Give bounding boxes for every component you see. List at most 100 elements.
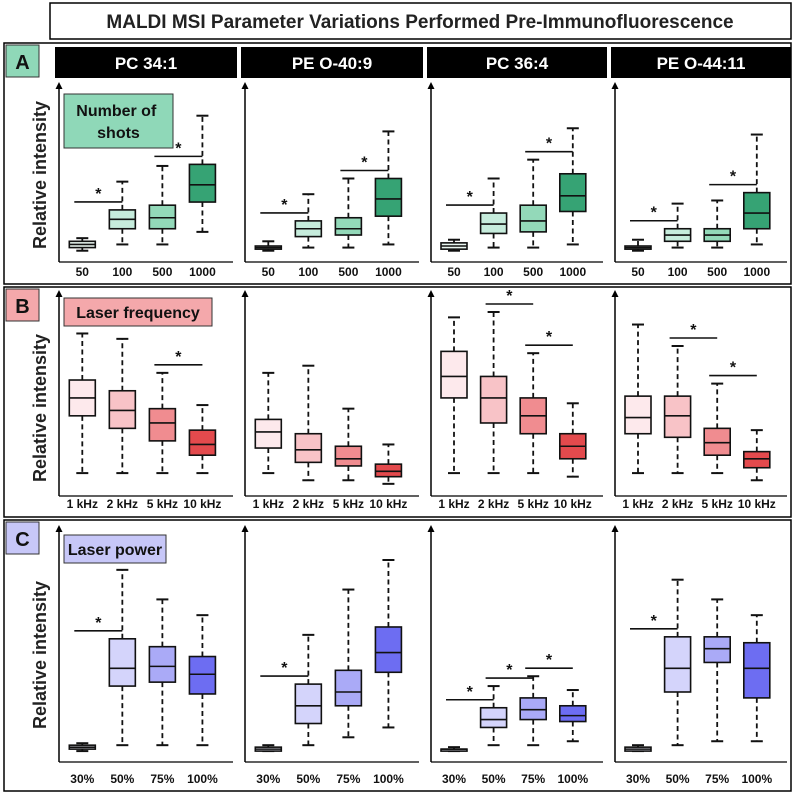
panel-a-lipid-4-box-2-tick-label: 100 — [668, 265, 688, 279]
panel-c-lipid-3-y-axis-arrow — [427, 525, 435, 532]
y-axis-label-a: Relative intensity — [30, 101, 50, 249]
panel-b-lipid-3-box-1-body — [440, 350, 468, 399]
panel-b-lipid-4-box-2-body — [663, 395, 692, 439]
panel-c-lipid-3-box-4-tick-label: 100% — [557, 772, 588, 786]
panel-b-lipid-2-box-3-tick-label: 5 kHz — [333, 497, 364, 511]
y-axis-label-c: Relative intensity — [30, 581, 50, 729]
panel-b-lipid-1-box-4-body — [188, 429, 217, 457]
panel-a-lipid-1-sig-1-star: * — [95, 186, 102, 203]
panel-a-lipid-3-box-4-tick-label: 1000 — [559, 265, 586, 279]
panel-a-lipid-2-y-axis-arrow — [241, 82, 249, 89]
panel-b-lipid-4-box-4-tick-label: 10 kHz — [738, 497, 776, 511]
panel-c-lipid-3-sig-1-star: * — [467, 684, 474, 701]
panel-b-lipid-2-box-1-body — [254, 418, 283, 449]
panel-c-lipid-2-box-1-tick-label: 30% — [256, 772, 280, 786]
panel-c-lipid-1-box-2-body — [108, 637, 137, 687]
panel-b-lipid-3-box-1-tick-label: 1 kHz — [438, 497, 469, 511]
panel-b-lipid-2-box-2-body — [294, 432, 323, 464]
panel-b-lipid-1-box-1-tick-label: 1 kHz — [67, 497, 98, 511]
panel-a-lipid-3-y-axis-arrow — [427, 82, 435, 89]
panel-letter-box-a — [5, 44, 40, 78]
panel-a-lipid-4-box-4-body — [742, 191, 771, 230]
panel-b-lipid-4-sig-1-star: * — [690, 322, 697, 339]
panel-b-lipid-4-sig-2-star: * — [730, 360, 737, 377]
column-header-bg-2 — [241, 47, 423, 78]
panel-a-lipid-2-box-3-body — [334, 216, 363, 236]
panel-c-lipid-1-box-3-body — [148, 645, 177, 683]
parameter-label-b: Laser frequency — [76, 305, 200, 322]
panel-a-lipid-1-box-2-tick-label: 100 — [112, 265, 132, 279]
panel-b-lipid-3-sig-2-star: * — [546, 329, 553, 346]
panel-c-lipid-3-box-3-body — [519, 697, 548, 721]
panel-a-lipid-3-box-4-body — [558, 172, 587, 213]
panel-c-lipid-1-y-axis-arrow — [55, 525, 63, 532]
column-header-3: PC 36:4 — [486, 54, 549, 73]
panel-c-lipid-2-box-4-body — [374, 626, 403, 674]
panel-b-lipid-1-box-3-tick-label: 5 kHz — [147, 497, 178, 511]
panel-b-lipid-3-sig-1-star: * — [506, 288, 513, 305]
panel-a-lipid-4-box-3-tick-label: 500 — [707, 265, 727, 279]
panel-c-lipid-4-sig-1-star: * — [651, 613, 658, 630]
panel-c-lipid-3-box-2-tick-label: 50% — [482, 772, 506, 786]
panel-c-lipid-3-box-3-tick-label: 75% — [521, 772, 545, 786]
panel-b-lipid-3-box-2-body — [479, 375, 508, 424]
panel-c-lipid-4-y-axis-arrow — [611, 525, 619, 532]
panel-b-lipid-3-box-4-tick-label: 10 kHz — [554, 497, 592, 511]
column-header-2: PE O-40:9 — [292, 54, 372, 73]
column-header-1: PC 34:1 — [115, 54, 177, 73]
panel-c-lipid-3-sig-3-star: * — [546, 652, 553, 669]
panel-frame-a — [3, 42, 792, 285]
panel-b-lipid-1-box-4-tick-label: 10 kHz — [183, 497, 221, 511]
panel-b-lipid-1-sig-1-star: * — [175, 349, 182, 366]
panel-b-lipid-4-box-3-tick-label: 5 kHz — [702, 497, 733, 511]
panel-a-lipid-4-sig-1-star: * — [651, 205, 658, 222]
panel-c-lipid-3-box-4-body — [558, 704, 587, 723]
panel-a-lipid-4-box-4-tick-label: 1000 — [743, 265, 770, 279]
panel-a-lipid-2-box-4-body — [374, 177, 403, 217]
panel-a-lipid-3-sig-1-star: * — [467, 189, 474, 206]
panel-b-lipid-2-box-4-tick-label: 10 kHz — [369, 497, 407, 511]
panel-letter-c: C — [15, 529, 29, 551]
column-header-bg-4 — [611, 47, 791, 78]
panel-b-lipid-1-box-3-body — [148, 407, 177, 442]
panel-letter-box-b — [5, 288, 40, 322]
panel-b-lipid-4-box-3-body — [703, 427, 732, 457]
panel-c-lipid-4-box-3-body — [703, 636, 732, 664]
panel-a-lipid-3-box-1-tick-label: 50 — [447, 265, 461, 279]
panel-frame-c — [3, 519, 792, 792]
panel-a-lipid-4-box-1-tick-label: 50 — [631, 265, 645, 279]
panel-c-lipid-2-sig-1-star: * — [281, 660, 288, 677]
panel-a-lipid-1-box-4-tick-label: 1000 — [189, 265, 216, 279]
panel-c-lipid-1-box-1-tick-label: 30% — [70, 772, 94, 786]
panel-b-lipid-2-box-3-body — [334, 445, 363, 467]
figure-title: MALDI MSI Parameter Variations Performed… — [106, 12, 733, 33]
column-header-bg-1 — [55, 47, 237, 78]
panel-b-lipid-4-box-1-body — [624, 395, 652, 435]
panel-c-lipid-4-box-4-body — [742, 641, 771, 699]
panel-a-lipid-2-box-4-tick-label: 1000 — [375, 265, 402, 279]
panel-c-lipid-4-box-3-tick-label: 75% — [705, 772, 729, 786]
plots-layer: 50 100 500 1000 * * 50 100 500 1000 * * 50 100 500 1000… — [55, 82, 787, 786]
panel-b-lipid-2-box-4-body — [374, 463, 403, 478]
panel-b-lipid-2-y-axis-arrow — [241, 290, 249, 297]
panel-c-lipid-2-box-4-tick-label: 100% — [373, 772, 404, 786]
panel-a-lipid-1-box-1-tick-label: 50 — [76, 265, 90, 279]
panel-c-lipid-2-box-3-body — [334, 669, 363, 707]
panel-c-lipid-4-box-4-tick-label: 100% — [741, 772, 772, 786]
panel-a-lipid-2-sig-2-star: * — [361, 155, 368, 172]
panel-a-lipid-1-y-axis-arrow — [55, 82, 63, 89]
panel-a-lipid-2-box-3-tick-label: 500 — [338, 265, 358, 279]
parameter-label-a: Number of shots — [76, 103, 160, 142]
panel-b-lipid-4-y-axis-arrow — [611, 290, 619, 297]
panel-b-lipid-3-y-axis-arrow — [427, 290, 435, 297]
panel-b-lipid-4-box-4-body — [742, 450, 771, 469]
panel-c-lipid-4-box-2-body — [663, 636, 692, 693]
panel-a-lipid-2-box-1-tick-label: 50 — [262, 265, 276, 279]
panel-b-lipid-1-box-2-tick-label: 2 kHz — [107, 497, 138, 511]
panel-c-lipid-1-box-4-body — [188, 655, 217, 695]
panel-letter-a: A — [15, 52, 29, 74]
panel-b-lipid-4-box-2-tick-label: 2 kHz — [662, 497, 693, 511]
panel-frame-b — [3, 286, 792, 518]
panel-a-lipid-1-box-4-body — [188, 163, 217, 203]
panel-letter-b: B — [15, 296, 29, 318]
